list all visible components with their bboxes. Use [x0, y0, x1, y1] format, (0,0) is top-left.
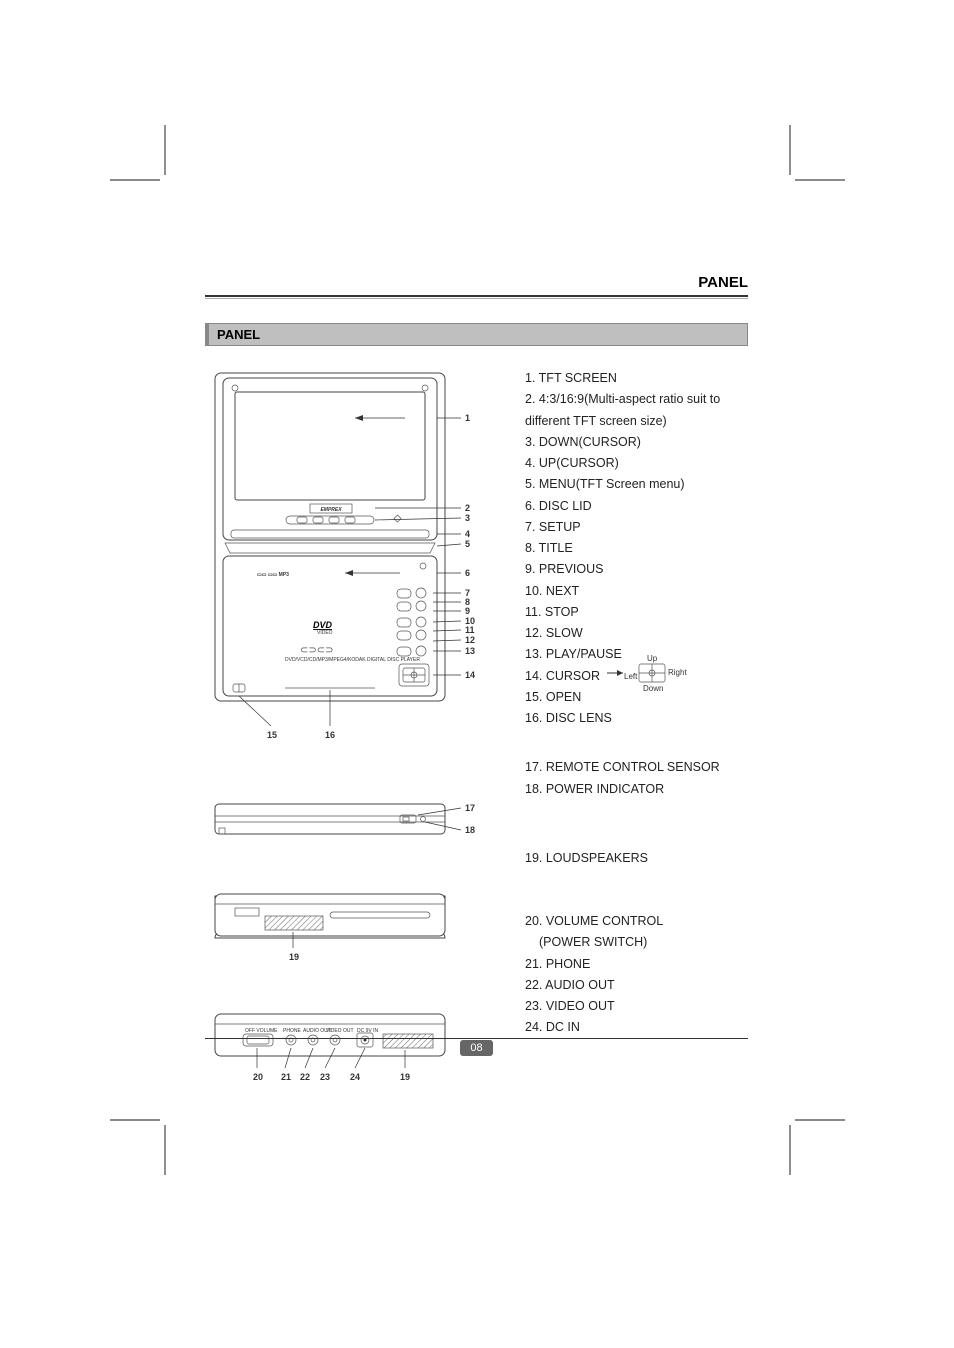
legend-item: 23. VIDEO OUT	[525, 996, 748, 1017]
svg-text:DVD: DVD	[313, 620, 333, 630]
svg-text:PHONE: PHONE	[283, 1028, 301, 1034]
legend-item: different TFT screen size)	[525, 411, 748, 432]
legend-speaker: 19. LOUDSPEAKERS	[525, 848, 748, 869]
page-footer: 08	[205, 1038, 748, 1057]
legend-item: 14. CURSOR Up Down Left Right	[525, 666, 748, 687]
legend-item: 21. PHONE	[525, 954, 748, 975]
legend-item: 12. SLOW	[525, 623, 748, 644]
svg-text:19: 19	[400, 1072, 410, 1082]
legend-item: 24. DC IN	[525, 1017, 748, 1038]
svg-text:16: 16	[325, 730, 335, 740]
legend-item: 11. STOP	[525, 602, 748, 623]
page-header-title: PANEL	[205, 274, 748, 295]
svg-text:OFF VOLUME: OFF VOLUME	[245, 1028, 278, 1034]
svg-text:VIDEO: VIDEO	[317, 630, 333, 636]
legend-item: 3. DOWN(CURSOR)	[525, 432, 748, 453]
svg-text:3: 3	[465, 513, 470, 523]
svg-text:⊂⊃⊂⊃: ⊂⊃⊂⊃	[300, 645, 334, 656]
legend-item: 5. MENU(TFT Screen menu)	[525, 474, 748, 495]
legend-side: 20. VOLUME CONTROL (POWER SWITCH) 21. PH…	[525, 911, 748, 1039]
page-number: 08	[460, 1040, 492, 1056]
svg-text:▭▭ ▭▭ MP3: ▭▭ ▭▭ MP3	[257, 572, 289, 578]
diagram-column: EMPREX ▭▭ ▭▭ MP3	[205, 368, 469, 1096]
svg-text:5: 5	[465, 539, 470, 549]
svg-text:Down: Down	[643, 684, 663, 693]
legend-item: 7. SETUP	[525, 517, 748, 538]
svg-text:2: 2	[465, 503, 470, 513]
svg-text:20: 20	[253, 1072, 263, 1082]
svg-text:Right: Right	[668, 668, 687, 677]
svg-text:19: 19	[289, 952, 299, 962]
legend-item: 16. DISC LENS	[525, 708, 748, 729]
legend-item: (POWER SWITCH)	[525, 932, 748, 953]
legend-item: 20. VOLUME CONTROL	[525, 911, 748, 932]
diagram-top-view: EMPREX ▭▭ ▭▭ MP3	[205, 368, 500, 758]
legend-main: 1. TFT SCREEN 2. 4:3/16:9(Multi-aspect r…	[525, 368, 748, 729]
svg-text:4: 4	[465, 529, 470, 539]
svg-text:DVD/VCD/CD/MP3/MPEG4/KODAK DIG: DVD/VCD/CD/MP3/MPEG4/KODAK DIGITAL DISC …	[285, 657, 420, 663]
svg-text:15: 15	[267, 730, 277, 740]
svg-text:17: 17	[465, 803, 475, 813]
section-title: PANEL	[205, 323, 748, 346]
legend-item: 22. AUDIO OUT	[525, 975, 748, 996]
svg-text:21: 21	[281, 1072, 291, 1082]
legend-front: 17. REMOTE CONTROL SENSOR 18. POWER INDI…	[525, 757, 748, 800]
cursor-direction-icon: Up Down Left Right	[605, 652, 695, 694]
svg-text:14: 14	[465, 670, 475, 680]
svg-text:1: 1	[465, 413, 470, 423]
legend-item: 6. DISC LID	[525, 496, 748, 517]
svg-text:13: 13	[465, 646, 475, 656]
svg-text:Left: Left	[624, 672, 638, 681]
legend-item: 9. PREVIOUS	[525, 559, 748, 580]
page-content: PANEL PANEL	[205, 274, 748, 1096]
svg-text:6: 6	[465, 568, 470, 578]
legend-item: 8. TITLE	[525, 538, 748, 559]
svg-text:18: 18	[465, 825, 475, 835]
svg-text:VIDEO OUT: VIDEO OUT	[326, 1028, 354, 1034]
svg-text:Up: Up	[647, 654, 658, 663]
legend-item: 19. LOUDSPEAKERS	[525, 848, 748, 869]
svg-text:11: 11	[465, 625, 475, 635]
legend-item-label: 14. CURSOR	[525, 669, 600, 683]
legend-column: 1. TFT SCREEN 2. 4:3/16:9(Multi-aspect r…	[525, 368, 748, 1096]
legend-item: 18. POWER INDICATOR	[525, 779, 748, 800]
svg-text:22: 22	[300, 1072, 310, 1082]
legend-item: 2. 4:3/16:9(Multi-aspect ratio suit to	[525, 389, 748, 410]
svg-text:DC 9V IN: DC 9V IN	[357, 1028, 379, 1034]
svg-text:24: 24	[350, 1072, 360, 1082]
svg-text:9: 9	[465, 606, 470, 616]
legend-item: 4. UP(CURSOR)	[525, 453, 748, 474]
svg-text:12: 12	[465, 635, 475, 645]
legend-item: 10. NEXT	[525, 581, 748, 602]
header-rule	[205, 295, 748, 299]
legend-item: 1. TFT SCREEN	[525, 368, 748, 389]
svg-text:EMPREX: EMPREX	[320, 507, 342, 513]
diagram-speaker: 19	[205, 886, 500, 966]
svg-text:23: 23	[320, 1072, 330, 1082]
diagram-front-edge: 17 18	[205, 798, 500, 846]
legend-item: 17. REMOTE CONTROL SENSOR	[525, 757, 748, 778]
